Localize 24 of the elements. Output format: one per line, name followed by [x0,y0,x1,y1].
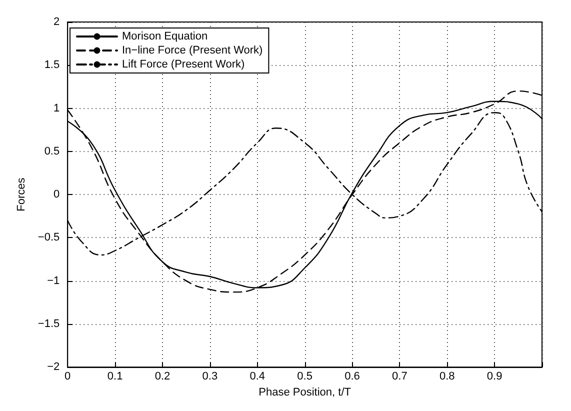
y-tick-label: 2 [53,16,60,28]
y-tick-label: 0 [53,188,60,201]
y-tick-label: 1.5 [44,59,60,72]
y-tick-label: −2 [47,361,60,374]
y-axis-title: Forces [16,177,28,212]
x-tick-label: 0 [64,370,71,383]
x-tick-label: 0.7 [392,370,408,383]
x-tick-label: 0.6 [344,370,360,383]
x-tick-label: 0.4 [250,370,266,383]
y-tick-label: 1 [53,102,60,114]
x-tick-label: 0.5 [297,370,312,383]
x-tick-label: 0.8 [439,370,455,383]
x-tick-label: 0.1 [107,370,123,383]
y-tick-label: −1.5 [38,318,60,330]
legend-label: Lift Force (Present Work) [122,58,245,70]
x-tick-label: 0.2 [154,370,170,383]
legend-label: Morison Equation [122,30,208,42]
x-tick-label: 0.9 [486,370,502,383]
x-axis-title: Phase Position, t/T [258,386,352,398]
legend-label: In−line Force (Present Work) [122,44,263,56]
y-tick-label: −1 [47,274,60,287]
y-tick-label: 0.5 [44,145,60,158]
y-tick-label: −0.5 [38,232,60,244]
x-tick-label: 0.3 [202,370,218,383]
